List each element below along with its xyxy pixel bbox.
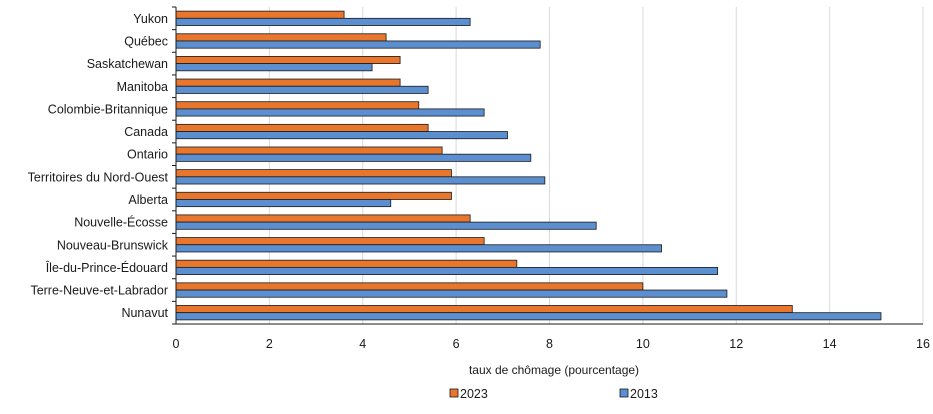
- x-tick-label: 0: [173, 337, 180, 351]
- category-label: Territoires du Nord-Ouest: [28, 170, 169, 184]
- bar-2023: [175, 56, 401, 65]
- x-tick-label: 6: [453, 337, 460, 351]
- x-tick-label: 8: [546, 337, 553, 351]
- bar-2013: [175, 289, 728, 298]
- bar-2013: [175, 153, 532, 162]
- bar-2023: [175, 146, 443, 155]
- bar-2013: [175, 17, 471, 26]
- bar-2023: [175, 282, 644, 291]
- bar-2013: [175, 176, 546, 185]
- gridlines: [268, 7, 924, 324]
- category-label: Terre-Neuve-et-Labrador: [30, 284, 168, 298]
- bar-2023: [175, 191, 452, 200]
- bar-2023: [175, 305, 793, 314]
- bar-2013: [175, 221, 597, 230]
- bar-2023: [175, 10, 345, 19]
- category-label: Ontario: [127, 148, 168, 162]
- category-label: Manitoba: [117, 80, 168, 94]
- bar-2023: [175, 259, 518, 268]
- category-label: Nunavut: [121, 306, 168, 320]
- bar-2023: [175, 33, 387, 42]
- x-tick-label: 4: [359, 337, 366, 351]
- bar-2023: [175, 237, 485, 246]
- category-label: Nouvelle-Écosse: [74, 215, 168, 230]
- bars: [175, 10, 882, 321]
- bar-2023: [175, 101, 420, 110]
- bar-2013: [175, 40, 541, 49]
- x-tick-label: 12: [729, 337, 743, 351]
- category-label: Colombie-Britannique: [48, 102, 168, 116]
- bar-2013: [175, 108, 485, 117]
- legend-swatch-2013: [619, 388, 629, 398]
- bar-2023: [175, 123, 429, 132]
- x-tick-labels: 0 2 4 6 8 10 12 14 16: [173, 337, 930, 351]
- bar-2013: [175, 266, 718, 275]
- axes: [172, 6, 923, 325]
- category-label: Yukon: [133, 12, 168, 26]
- legend-label: 2013: [630, 387, 658, 401]
- bar-2013: [175, 312, 882, 321]
- legend: 2023 2013: [449, 387, 658, 401]
- x-tick-label: 10: [636, 337, 650, 351]
- bar-2023: [175, 169, 452, 178]
- category-label: Saskatchewan: [87, 57, 168, 71]
- bar-2023: [175, 78, 401, 87]
- bar-2013: [175, 63, 373, 72]
- bar-2023: [175, 214, 471, 223]
- category-label: Alberta: [128, 193, 168, 207]
- x-axis-title: taux de chômage (pourcentage): [469, 363, 639, 377]
- category-label: Île-du-Prince-Édouard: [45, 260, 168, 275]
- x-tick-label: 16: [916, 337, 930, 351]
- x-tick-label: 2: [266, 337, 273, 351]
- category-label: Canada: [124, 125, 168, 139]
- bar-2013: [175, 131, 508, 140]
- category-label: Nouveau-Brunswick: [57, 238, 169, 252]
- bar-2013: [175, 199, 392, 208]
- legend-label: 2023: [460, 387, 488, 401]
- category-label: Québec: [124, 34, 168, 48]
- bar-2013: [175, 244, 662, 253]
- x-tick-label: 14: [823, 337, 837, 351]
- category-labels: Yukon Québec Saskatchewan Manitoba Colombie-…: [28, 12, 169, 320]
- bar-2013: [175, 85, 429, 94]
- legend-swatch-2023: [449, 388, 459, 398]
